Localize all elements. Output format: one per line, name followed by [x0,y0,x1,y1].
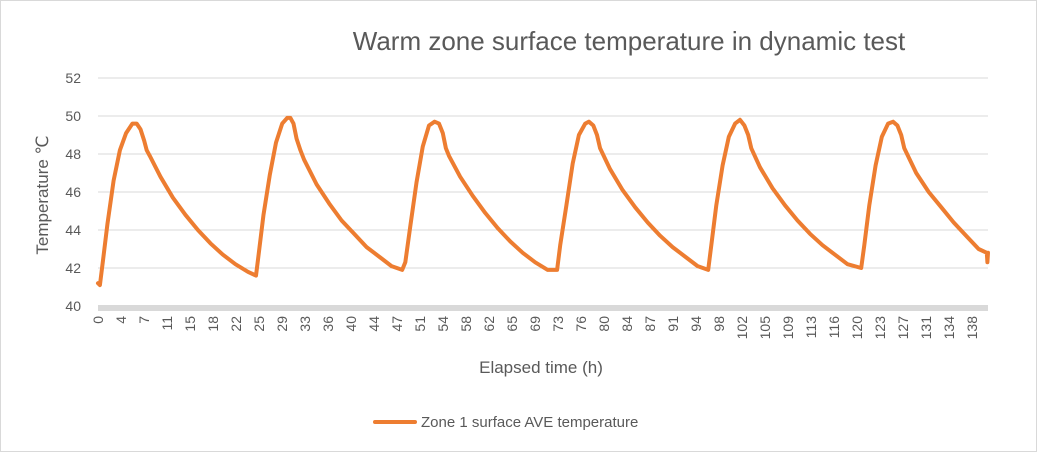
x-tick-label: 58 [458,316,474,332]
x-tick-label: 7 [136,316,152,324]
x-tick-label: 123 [872,316,888,340]
x-tick-label: 98 [711,316,727,332]
x-tick-label: 65 [504,316,520,332]
x-axis [98,305,988,311]
x-tick-label: 91 [665,316,681,332]
x-tick-label: 134 [941,316,957,340]
x-tick-label: 120 [849,316,865,340]
legend-label: Zone 1 surface AVE temperature [421,414,638,431]
y-tick-label: 46 [65,184,81,200]
x-tick-label: 84 [619,316,635,332]
x-tick-label: 94 [688,316,704,332]
x-tick-label: 36 [320,316,336,332]
x-tick-label: 113 [803,316,819,339]
x-tick-label: 73 [550,316,566,332]
y-tick-label: 52 [65,70,81,86]
y-tick-label: 42 [65,260,81,276]
x-tick-label: 69 [527,316,543,332]
x-tick-label: 4 [113,316,129,324]
y-axis-title: Temperature ℃ [33,135,52,254]
x-tick-label: 105 [757,316,773,340]
y-tick-label: 44 [65,222,81,238]
x-tick-label: 44 [366,316,382,332]
x-tick-label: 25 [251,316,267,332]
x-axis-line [98,305,988,311]
x-tick-label: 54 [435,316,451,332]
x-tick-label: 138 [964,316,980,340]
y-tick-label: 40 [65,298,81,314]
y-tick-label: 48 [65,146,81,162]
x-tick-label: 15 [182,316,198,332]
x-tick-label: 76 [573,316,589,332]
series-line [96,115,990,288]
x-axis-ticks: 0 4 7 11 15 18 22 25 29 33 36 40 44 47 51 54 58 62 65 69 73 7… [90,316,980,340]
x-tick-label: 29 [274,316,290,332]
y-axis-ticks: 40 42 44 46 48 50 52 [65,70,81,314]
x-axis-title: Elapsed time (h) [479,358,603,377]
x-tick-label: 127 [895,316,911,340]
chart-title: Warm zone surface temperature in dynamic… [353,26,906,56]
legend: Zone 1 surface AVE temperature [373,414,638,431]
y-tick-label: 50 [65,108,81,124]
x-tick-label: 80 [596,316,612,332]
x-tick-label: 102 [734,316,750,340]
x-tick-label: 22 [228,316,244,332]
x-tick-label: 40 [343,316,359,332]
x-tick-label: 87 [642,316,658,332]
x-tick-label: 116 [826,316,842,339]
x-tick-label: 0 [90,316,106,324]
x-tick-label: 47 [389,316,405,332]
x-tick-label: 11 [159,316,175,331]
series-group [96,115,990,288]
x-tick-label: 131 [918,316,934,340]
x-tick-label: 62 [481,316,497,332]
x-tick-label: 51 [412,316,428,332]
x-tick-label: 109 [780,316,796,340]
x-tick-label: 33 [297,316,313,332]
gridlines [98,77,988,269]
x-tick-label: 18 [205,316,221,332]
